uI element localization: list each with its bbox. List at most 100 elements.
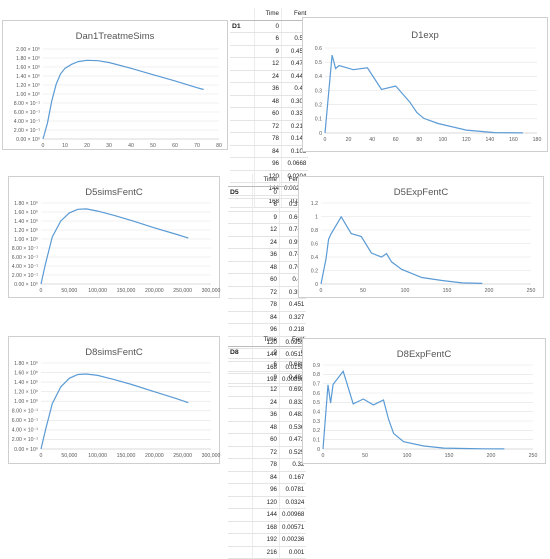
y-tick-label: 1.40 × 10⁰ (14, 219, 38, 225)
y-tick-label: 0 (317, 447, 320, 453)
table-cell-time: 0 (254, 20, 282, 33)
table-row: 144 0.00968 (228, 508, 307, 522)
x-tick-label: 80 (216, 143, 222, 149)
y-tick-label: 0.1 (313, 437, 320, 443)
table-cell-time: 84 (254, 145, 282, 158)
x-tick-label: 60 (172, 143, 178, 149)
table-cell-time: 78 (252, 298, 280, 312)
x-tick-label: 20 (346, 137, 352, 143)
chart-d5-exp-fentc: D5ExpFentC 0 0.2 0.4 0.6 0.8 1 1.2 0 50 100 150 200… (298, 176, 544, 298)
table-row: 24 0.447 (230, 70, 309, 83)
table-row-label (230, 157, 255, 171)
table-cell-value: 0.167 (279, 471, 307, 484)
table-row: 9 0.455 (230, 45, 309, 58)
table-header-value: Fent (279, 334, 307, 347)
table-cell-time: 36 (254, 82, 282, 96)
table-row-label (228, 273, 253, 287)
table-cell-value: 0.103 (281, 145, 309, 158)
table-cell-time: 60 (254, 107, 282, 121)
x-tick-label: 30 (106, 143, 112, 149)
table-cell-value: 0.0668 (281, 157, 309, 171)
table-row: 48 0.307 (230, 95, 309, 108)
table-cell-value: 0.473 (279, 433, 307, 447)
table-row-label (228, 471, 253, 484)
table-cell-value: 0.492 (279, 371, 307, 384)
table-cell-value: 0.32 (279, 458, 307, 472)
table-cell-value: 0.447 (281, 70, 309, 83)
table-row: 12 0.476 (230, 57, 309, 71)
y-tick-label: 0 (315, 282, 318, 288)
table-row-label (230, 95, 255, 108)
table-cell-time: 216 (252, 546, 280, 559)
y-tick-label: 2.00 × 10⁻¹ (14, 128, 41, 134)
y-tick-label: 0.6 (315, 46, 322, 52)
table-row: 60 0.473 (228, 433, 307, 447)
table-cell-time: 9 (252, 211, 280, 224)
table-cell-time: 6 (252, 198, 280, 212)
chart-dan1-treatme-sims: Dan1TreatmeSims 0.00 × 10⁰ 2.00 × 10⁻¹ 4.0… (2, 20, 228, 150)
table-row-label (230, 70, 255, 83)
y-tick-label: 0.00 × 10⁰ (14, 447, 38, 453)
x-tick-label: 180 (533, 137, 542, 143)
x-tick-label: 50 (360, 288, 366, 294)
chart-title: D5ExpFentC (393, 187, 449, 198)
x-tick-label: 0 (42, 143, 45, 149)
y-tick-label: 0.3 (313, 419, 320, 425)
x-tick-label: 0 (40, 453, 43, 459)
table-cell-value: 0.00571 (279, 521, 307, 534)
table-cell-value: 0.483 (279, 408, 307, 422)
table-row-label (228, 261, 253, 274)
y-tick-label: 0.6 (313, 391, 320, 397)
y-tick-label: 1 (315, 214, 318, 220)
x-tick-label: 300,000 (202, 453, 221, 459)
table-cell-time: 24 (252, 236, 280, 249)
table-cell-value: 0.00236 (279, 533, 307, 547)
y-tick-label: 8.00 × 10⁻¹ (12, 246, 39, 252)
table-row: 78 0.451 (228, 298, 307, 312)
y-tick-label: 8.00 × 10⁻¹ (12, 409, 39, 415)
table-row: 36 0.46 (230, 82, 309, 96)
x-tick-label: 80 (416, 137, 422, 143)
table-row-label (228, 383, 253, 397)
x-tick-label: 100 (438, 137, 447, 143)
table-cell-time: 0 (252, 346, 280, 359)
table-row-label (230, 82, 255, 96)
table-row: 12 0.744 (228, 223, 307, 237)
table-row: 168 0.00571 (228, 521, 307, 534)
y-tick-label: 1.80 × 10⁰ (14, 201, 38, 207)
table-row-label (228, 236, 253, 249)
x-tick-label: 100 (403, 453, 412, 459)
table-row: 6 0.55 (230, 32, 309, 46)
x-tick-label: 0 (320, 288, 323, 294)
y-tick-label: 1.20 × 10⁰ (14, 228, 38, 234)
chart-d1-exp: D1exp 0 0.1 0.2 0.3 0.4 0.5 0.6 0 20 40 60 80 100 120… (302, 17, 548, 152)
x-tick-label: 50,000 (61, 288, 77, 294)
table-cell-value: 0.46 (281, 82, 309, 96)
x-tick-label: 40 (369, 137, 375, 143)
chart-title: D1exp (411, 30, 439, 41)
chart-title: D5simsFentC (85, 187, 143, 198)
table-row-label: D1 (230, 20, 255, 33)
table-row: 78 0.32 (228, 458, 307, 472)
y-tick-label: 0.00 × 10⁰ (14, 282, 38, 288)
table-row: 72 0.525 (228, 446, 307, 459)
x-tick-label: 150 (445, 453, 454, 459)
series-line (324, 54, 523, 134)
x-tick-label: 0 (324, 137, 327, 143)
table-row-label (228, 198, 253, 212)
y-tick-label: 0.5 (313, 400, 320, 406)
table-row: 9 0.492 (228, 371, 307, 384)
table-cell-time: 24 (252, 396, 280, 409)
y-tick-label: 0.2 (313, 428, 320, 434)
y-tick-label: 0.2 (311, 268, 318, 274)
y-tick-label: 0.8 (311, 228, 318, 234)
table-row-label (230, 120, 255, 133)
table-row-label: D5 (228, 186, 253, 199)
y-tick-label: 0.1 (315, 117, 322, 123)
table-row-label (228, 298, 253, 312)
y-tick-label: 1.80 × 10⁰ (16, 56, 40, 62)
series-line (322, 370, 505, 450)
chart-d8-sims-fentc: D8simsFentC 0.00 × 10⁰ 2.00 × 10⁻¹ 4.00 × … (8, 336, 220, 464)
y-tick-label: 1.2 (311, 201, 318, 207)
x-tick-label: 200,000 (145, 453, 164, 459)
